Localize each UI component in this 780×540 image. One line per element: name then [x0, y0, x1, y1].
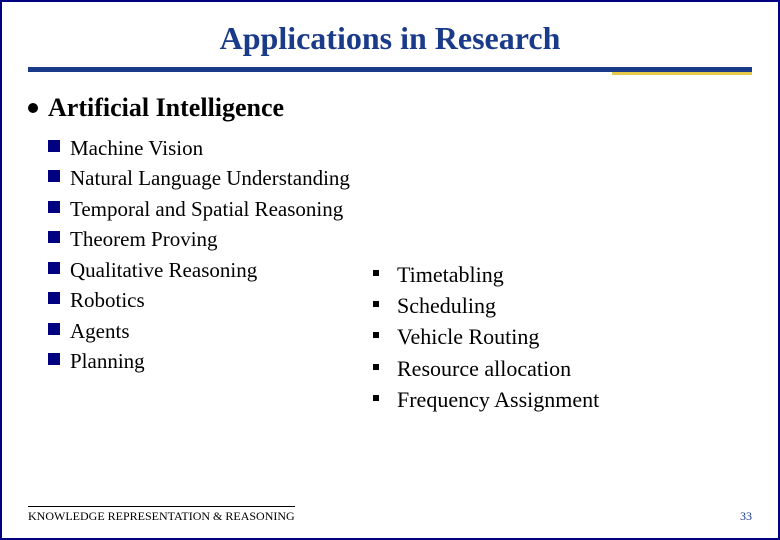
list-item-text: Timetabling: [397, 259, 504, 290]
list-item: Vehicle Routing: [373, 321, 599, 352]
square-bullet-icon: [48, 140, 60, 152]
list-item-text: Vehicle Routing: [397, 321, 539, 352]
content-area: Machine Vision Natural Language Understa…: [28, 133, 752, 377]
list-item-text: Frequency Assignment: [397, 384, 599, 415]
secondary-list: Timetabling Scheduling Vehicle Routing R…: [373, 259, 599, 415]
small-square-bullet-icon: [373, 301, 379, 307]
small-square-bullet-icon: [373, 395, 379, 401]
square-bullet-icon: [48, 201, 60, 213]
round-bullet-icon: [28, 103, 38, 113]
slide-footer: KNOWLEDGE REPRESENTATION & REASONING 33: [28, 506, 752, 524]
small-square-bullet-icon: [373, 270, 379, 276]
list-item-text: Agents: [70, 316, 130, 346]
list-item-text: Qualitative Reasoning: [70, 255, 257, 285]
footer-label: KNOWLEDGE REPRESENTATION & REASONING: [28, 506, 295, 524]
list-item: Scheduling: [373, 290, 599, 321]
section-heading-text: Artificial Intelligence: [48, 93, 284, 123]
square-bullet-icon: [48, 262, 60, 274]
list-item-text: Robotics: [70, 285, 145, 315]
list-item-text: Theorem Proving: [70, 224, 218, 254]
divider-bar-accent: [612, 72, 752, 75]
list-item: Natural Language Understanding: [48, 163, 752, 193]
small-square-bullet-icon: [373, 364, 379, 370]
list-item: Temporal and Spatial Reasoning: [48, 194, 752, 224]
square-bullet-icon: [48, 292, 60, 304]
list-item-text: Scheduling: [397, 290, 496, 321]
list-item-text: Natural Language Understanding: [70, 163, 350, 193]
small-square-bullet-icon: [373, 332, 379, 338]
square-bullet-icon: [48, 323, 60, 335]
page-number: 33: [740, 509, 752, 524]
square-bullet-icon: [48, 353, 60, 365]
list-item: Timetabling: [373, 259, 599, 290]
square-bullet-icon: [48, 231, 60, 243]
square-bullet-icon: [48, 170, 60, 182]
list-item-text: Machine Vision: [70, 133, 203, 163]
section-heading: Artificial Intelligence: [28, 93, 752, 123]
list-item-text: Planning: [70, 346, 145, 376]
list-item-text: Temporal and Spatial Reasoning: [70, 194, 343, 224]
list-item: Theorem Proving: [48, 224, 752, 254]
list-item: Frequency Assignment: [373, 384, 599, 415]
slide-title: Applications in Research: [28, 20, 752, 57]
list-item-text: Resource allocation: [397, 353, 571, 384]
list-item: Resource allocation: [373, 353, 599, 384]
list-item: Machine Vision: [48, 133, 752, 163]
slide-frame: Applications in Research Artificial Inte…: [0, 0, 780, 540]
title-divider: [28, 67, 752, 75]
